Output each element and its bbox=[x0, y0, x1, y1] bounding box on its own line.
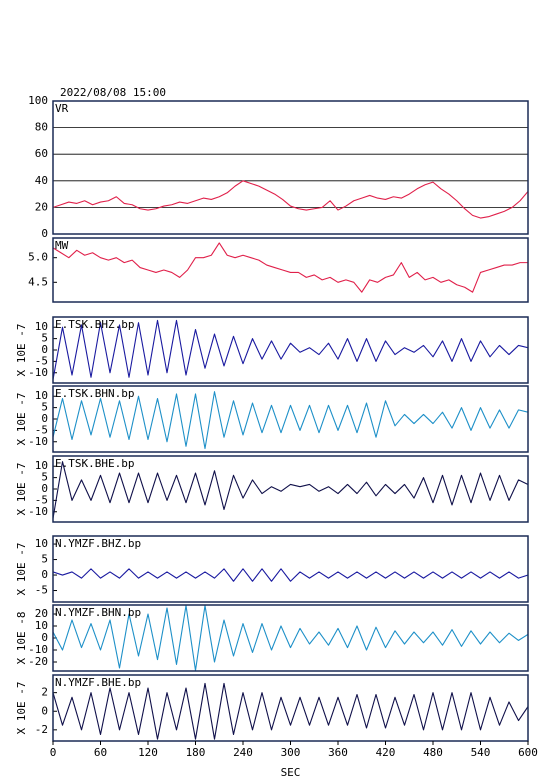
y-tick-label: 80 bbox=[35, 121, 48, 134]
y-tick-label: -5 bbox=[35, 584, 48, 597]
y-tick-label: 5.0 bbox=[28, 251, 48, 264]
panel-title: N.YMZF.BHN.bp bbox=[55, 606, 141, 619]
y-tick-label: 60 bbox=[35, 147, 48, 160]
panel-frame bbox=[52, 100, 529, 235]
panel-title: E.TSK.BHZ.bp bbox=[55, 318, 134, 331]
y-tick-label: 40 bbox=[35, 174, 48, 187]
panel-frame bbox=[52, 604, 529, 672]
data-line bbox=[53, 180, 528, 219]
data-line bbox=[53, 391, 528, 450]
panel-frame bbox=[52, 237, 529, 303]
y-tick-label: 0 bbox=[41, 343, 48, 356]
panel-title: VR bbox=[55, 102, 69, 115]
x-tick-label: 420 bbox=[376, 746, 396, 759]
x-tick-label: 600 bbox=[518, 746, 538, 759]
panel-frame bbox=[52, 316, 529, 384]
y-tick-label: -5 bbox=[35, 493, 48, 506]
y-tick-label: -5 bbox=[35, 354, 48, 367]
y-tick-label: 10 bbox=[35, 389, 48, 402]
panel-frame bbox=[52, 385, 529, 453]
x-tick-label: 480 bbox=[423, 746, 443, 759]
y-tick-label: 5 bbox=[41, 332, 48, 345]
panel-title: MW bbox=[55, 239, 69, 252]
y-axis-label: X 10E -7 bbox=[15, 682, 28, 735]
y-tick-label: -5 bbox=[35, 423, 48, 436]
y-tick-label: 10 bbox=[35, 619, 48, 632]
y-tick-label: 5 bbox=[41, 401, 48, 414]
x-tick-label: 180 bbox=[186, 746, 206, 759]
panel-frame bbox=[52, 535, 529, 603]
y-axis-label: X 10E -8 bbox=[15, 612, 28, 665]
data-line bbox=[53, 242, 528, 293]
panel-title: N.YMZF.BHZ.bp bbox=[55, 537, 141, 550]
y-axis-label: X 10E -7 bbox=[15, 543, 28, 596]
panel-title: E.TSK.BHN.bp bbox=[55, 387, 134, 400]
y-tick-label: 5 bbox=[41, 553, 48, 566]
data-line bbox=[53, 605, 528, 671]
y-tick-label: 4.5 bbox=[28, 275, 48, 288]
y-tick-label: 0 bbox=[41, 631, 48, 644]
y-tick-label: -10 bbox=[28, 643, 48, 656]
y-axis-label: X 10E -7 bbox=[15, 463, 28, 516]
data-line bbox=[53, 319, 528, 380]
y-tick-label: 10 bbox=[35, 320, 48, 333]
x-tick-label: 0 bbox=[50, 746, 57, 759]
y-tick-label: 0 bbox=[41, 227, 48, 240]
x-tick-label: 360 bbox=[328, 746, 348, 759]
x-tick-label: 540 bbox=[471, 746, 491, 759]
y-tick-label: 100 bbox=[28, 94, 48, 107]
y-tick-label: 20 bbox=[35, 200, 48, 213]
x-tick-label: 300 bbox=[281, 746, 301, 759]
y-axis-label: X 10E -7 bbox=[15, 324, 28, 377]
panel-title: N.YMZF.BHE.bp bbox=[55, 676, 141, 689]
y-axis-label: X 10E -7 bbox=[15, 393, 28, 446]
panel-title: E.TSK.BHE.bp bbox=[55, 457, 134, 470]
y-tick-label: -10 bbox=[28, 366, 48, 379]
y-tick-label: 10 bbox=[35, 537, 48, 550]
data-line bbox=[53, 682, 528, 740]
x-axis-label: SEC bbox=[281, 766, 301, 779]
y-tick-label: 5 bbox=[41, 471, 48, 484]
data-line bbox=[53, 461, 528, 519]
y-tick-label: -20 bbox=[28, 655, 48, 668]
data-line bbox=[53, 568, 528, 582]
y-tick-label: 20 bbox=[35, 607, 48, 620]
date-label: 2022/08/08 15:00 bbox=[60, 86, 166, 99]
y-tick-label: 10 bbox=[35, 459, 48, 472]
y-tick-label: 0 bbox=[41, 482, 48, 495]
y-tick-label: 2 bbox=[41, 686, 48, 699]
y-tick-label: -10 bbox=[28, 505, 48, 518]
y-tick-label: -2 bbox=[35, 723, 48, 736]
y-tick-label: 0 bbox=[41, 704, 48, 717]
x-tick-label: 60 bbox=[94, 746, 107, 759]
panel-frame bbox=[52, 455, 529, 523]
x-tick-label: 240 bbox=[233, 746, 253, 759]
y-tick-label: 0 bbox=[41, 412, 48, 425]
y-tick-label: 0 bbox=[41, 568, 48, 581]
x-tick-label: 120 bbox=[138, 746, 158, 759]
y-tick-label: -10 bbox=[28, 435, 48, 448]
